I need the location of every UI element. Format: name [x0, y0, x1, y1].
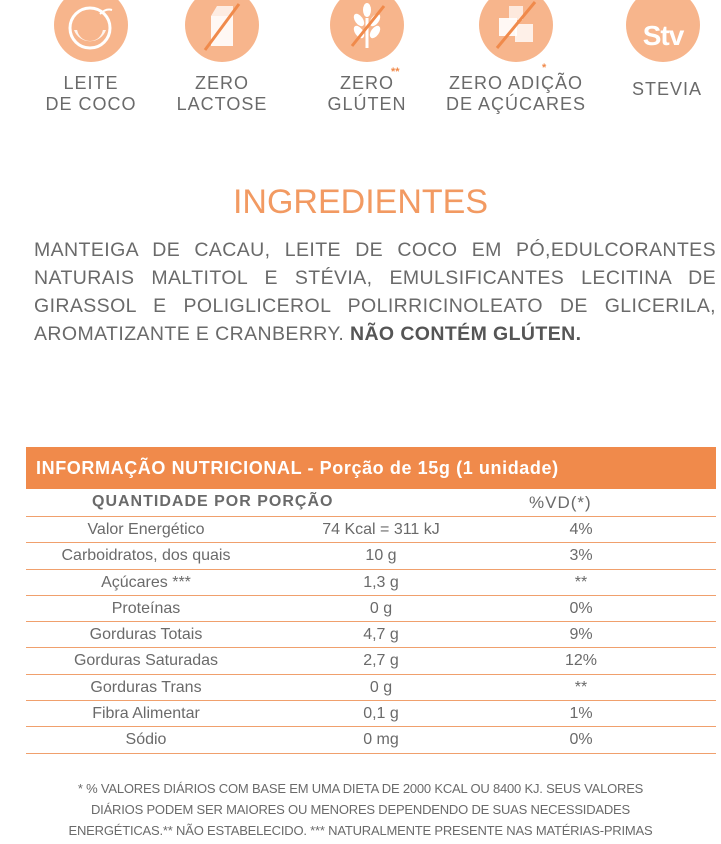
nutrient-vd: ** [574, 678, 588, 696]
nutrition-table-header: INFORMAÇÃO NUTRICIONAL - Porção de 15g (… [26, 447, 716, 489]
ingredients-title: INGREDIENTES [232, 183, 489, 221]
nutrition-table: INFORMAÇÃO NUTRICIONAL - Porção de 15g (… [26, 447, 716, 754]
gluten-free-statement: NÃO CONTÉM GLÚTEN. [349, 323, 582, 345]
nutrient-quantity: 1,3 g [363, 573, 399, 591]
nutrient-name: Fibra Alimentar [92, 705, 200, 723]
table-row: Valor Energético 74 Kcal = 311 kJ 4% [26, 517, 716, 544]
stevia-icon: Stv [626, 0, 700, 62]
badge-label-line1: LEITE [63, 73, 119, 93]
feature-badges: LEITE DE COCO ZERO LACTOSE ** [0, 0, 721, 140]
table-row: Sódio 0 mg 0% [26, 727, 716, 754]
footnote-line: ENERGÉTICAS.** NÃO ESTABELECIDO. *** NAT… [68, 823, 653, 838]
nutrient-vd: 4% [569, 521, 593, 538]
nutrition-rows: Valor Energético 74 Kcal = 311 kJ 4% Carboi… [26, 517, 716, 754]
nutrient-vd: 12% [564, 652, 598, 670]
badge-label-line2: DE AÇÚCARES [445, 94, 587, 114]
badge-label-line2: GLÚTEN [327, 94, 407, 114]
badge-label-line1: ZERO [339, 73, 394, 93]
badge-zero-gluten: ** ZERO GLÚTEN [292, 0, 442, 116]
coconut-icon [54, 0, 128, 62]
table-row: Gorduras Saturadas 2,7 g 12% [26, 648, 716, 675]
nutrient-vd: 0% [569, 599, 593, 617]
badge-label-line2: LACTOSE [176, 94, 268, 114]
nutrient-quantity: 0,1 g [363, 705, 399, 723]
nutrient-quantity: 2,7 g [363, 652, 399, 670]
badge-zero-lactose: ZERO LACTOSE [147, 0, 297, 116]
nutrient-vd: ** [574, 573, 588, 591]
table-row: Proteínas 0 g 0% [26, 596, 716, 623]
nutrient-name: Sódio [125, 731, 167, 749]
nutrient-name: Gorduras Totais [89, 626, 203, 644]
badge-footnote-mark: ** [391, 66, 400, 78]
nutrient-name: Gorduras Saturadas [73, 652, 219, 670]
nutrient-quantity: 74 Kcal = 311 kJ [322, 521, 440, 538]
nutrient-quantity: 0 g [369, 599, 393, 617]
badge-label-line2: DE COCO [45, 94, 137, 114]
badge-stevia: Stv STEVIA [592, 0, 721, 101]
nutrient-name: Carboidratos, dos quais [61, 547, 231, 565]
table-row: Gorduras Trans 0 g ** [26, 675, 716, 702]
nutrient-vd: 0% [569, 731, 593, 749]
nutrient-vd: 9% [569, 626, 593, 644]
nutrient-quantity: 4,7 g [363, 626, 399, 644]
table-row: Fibra Alimentar 0,1 g 1% [26, 701, 716, 728]
badge-label-line1: STEVIA [631, 79, 703, 99]
nutrition-column-headers: QUANTIDADE POR PORÇÃO %VD(*) [26, 489, 716, 517]
footnote-line: DIÁRIOS PODEM SER MAIORES OU MENORES DEP… [90, 802, 630, 817]
nutrient-vd: 1% [569, 705, 593, 723]
nutrient-name: Gorduras Trans [90, 678, 202, 696]
table-row: Gorduras Totais 4,7 g 9% [26, 622, 716, 649]
column-header-vd: %VD(*) [529, 493, 592, 512]
badge-footnote-mark: * [542, 62, 547, 74]
stevia-icon-text: Stv [642, 20, 685, 51]
nutrient-quantity: 0 g [369, 678, 393, 696]
nutrient-name: Açúcares *** [101, 573, 191, 591]
nutrient-vd: 3% [569, 547, 593, 565]
nutrient-quantity: 10 g [365, 547, 397, 565]
wheat-crossed-icon [330, 0, 404, 62]
badge-zero-added-sugar: * ZERO ADIÇÃO DE AÇÚCARES [441, 0, 591, 116]
ingredients-list: MANTEIGA DE CACAU, LEITE DE COCO EM PÓ,E… [34, 239, 716, 345]
table-row: Carboidratos, dos quais 10 g 3% [26, 543, 716, 570]
footnote: * % VALORES DIÁRIOS COM BASE EM UMA DIET… [0, 778, 721, 841]
nutrient-quantity: 0 mg [363, 731, 399, 749]
column-header-quantity: QUANTIDADE POR PORÇÃO [92, 493, 334, 510]
nutrient-name: Proteínas [111, 599, 181, 617]
nutrient-name: Valor Energético [87, 521, 205, 538]
badge-label-line1: ZERO ADIÇÃO [448, 73, 584, 93]
footnote-line: * % VALORES DIÁRIOS COM BASE EM UMA DIET… [77, 781, 644, 796]
badge-label-line1: ZERO [194, 73, 249, 93]
badge-coconut-milk: LEITE DE COCO [16, 0, 166, 116]
table-row: Açúcares *** 1,3 g ** [26, 570, 716, 596]
milk-carton-crossed-icon [185, 0, 259, 62]
ingredients-text: MANTEIGA DE CACAU, LEITE DE COCO EM PÓ,E… [34, 236, 716, 348]
sugar-cubes-crossed-icon [479, 0, 553, 62]
